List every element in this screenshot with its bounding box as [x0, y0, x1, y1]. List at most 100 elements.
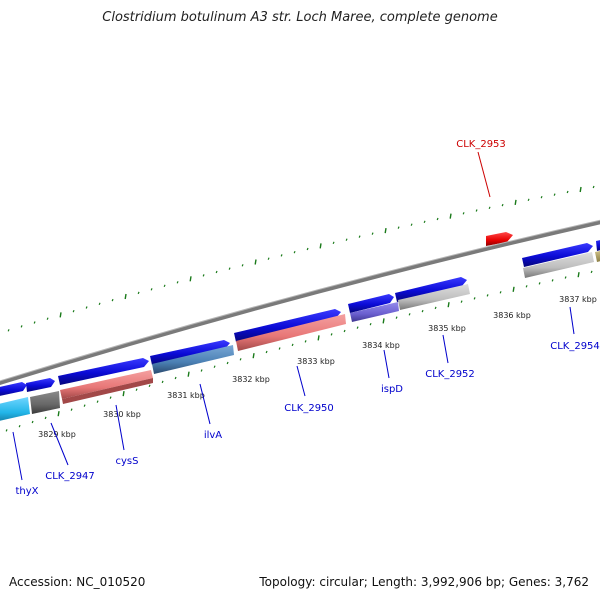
gene-label-clk-2954[interactable]: CLK_2954	[550, 341, 600, 352]
gene-arrow[interactable]	[348, 294, 394, 313]
minor-tick	[213, 365, 216, 368]
gene-block-clk-2952[interactable]	[398, 284, 470, 310]
ruler-label-3834: 3834 kbp	[362, 341, 400, 350]
reverse-strand-genes	[0, 249, 600, 423]
gene-label-ispd[interactable]: ispD	[381, 384, 403, 395]
gene-block-cyss[interactable]	[60, 370, 153, 399]
gene-block-clk-2950[interactable]	[236, 314, 346, 351]
minor-tick	[566, 190, 569, 194]
minor-tick	[85, 306, 88, 309]
minor-tick	[564, 276, 567, 279]
ruler-labels: 3829 kbp 3830 kbp 3831 kbp 3832 kbp 3833…	[38, 295, 597, 439]
minor-tick	[44, 416, 47, 420]
gene-label-clk-2952[interactable]: CLK_2952	[425, 369, 475, 380]
gene-block-next[interactable]	[595, 249, 600, 262]
gene-arrow[interactable]	[0, 382, 27, 397]
gene-label-clk-2947[interactable]: CLK_2947	[45, 471, 95, 482]
callout-line-clk-2953	[477, 151, 491, 198]
gene-arrow[interactable]	[522, 243, 593, 267]
minor-tick	[525, 285, 528, 288]
major-tick	[122, 390, 125, 397]
gene-block-cyss-shadow	[62, 378, 153, 404]
ruler-label-3836: 3836 kbp	[493, 311, 531, 320]
gene-callouts: thyX CLK_2947 cysS ilvA CLK_2950 ispD CL…	[12, 306, 600, 497]
minor-tick	[137, 291, 140, 295]
ruler-label-3835: 3835 kbp	[428, 324, 466, 333]
minor-tick	[83, 404, 86, 407]
ruler-label-3829: 3829 kbp	[38, 430, 76, 439]
minor-tick	[330, 333, 333, 336]
minor-tick	[345, 238, 348, 241]
ruler-label-3831: 3831 kbp	[167, 391, 205, 400]
major-tick	[124, 293, 127, 300]
minor-tick	[163, 284, 166, 288]
gene-arrow[interactable]	[395, 277, 467, 302]
gene-arrow[interactable]	[150, 340, 230, 365]
gene-arrow[interactable]	[486, 232, 513, 246]
minor-tick	[20, 325, 23, 328]
genome-backbone	[0, 220, 600, 386]
minor-tick	[291, 343, 294, 347]
gene-label-clk-2950[interactable]: CLK_2950	[284, 403, 334, 414]
callout-line-clk-2947	[50, 422, 69, 466]
major-tick	[254, 259, 257, 265]
major-tick	[449, 213, 452, 219]
minor-tick	[226, 361, 229, 365]
minor-tick	[473, 297, 476, 300]
minor-tick	[46, 317, 49, 320]
minor-tick	[161, 380, 164, 384]
major-tick	[382, 318, 385, 324]
minor-tick	[109, 396, 112, 399]
minor-tick	[462, 212, 465, 215]
minor-tick	[174, 376, 177, 380]
minor-tick	[202, 274, 205, 277]
gene-block-thyx[interactable]	[0, 397, 30, 423]
minor-tick	[239, 358, 242, 361]
callout-line-thyx	[12, 431, 23, 481]
minor-tick	[304, 340, 307, 343]
major-tick	[317, 335, 320, 341]
gene-clk-2953[interactable]	[486, 232, 513, 246]
gene-block-clk-2947[interactable]	[30, 391, 60, 414]
minor-tick	[592, 185, 595, 189]
callout-line-ilva	[199, 383, 211, 425]
gene-label-ilva[interactable]: ilvA	[204, 430, 222, 441]
gene-arrow[interactable]	[234, 309, 341, 342]
minor-tick	[18, 424, 21, 428]
gene-arrow[interactable]	[26, 378, 55, 392]
minor-tick	[148, 384, 151, 388]
ruler-label-3830: 3830 kbp	[103, 410, 141, 419]
minor-tick	[267, 257, 270, 260]
minor-tick	[70, 408, 73, 411]
gene-arrow[interactable]	[596, 238, 600, 251]
minor-tick	[135, 388, 138, 391]
gene-block-ispd[interactable]	[350, 302, 399, 322]
minor-tick	[538, 282, 541, 285]
major-tick	[384, 227, 387, 234]
genome-summary-text: Topology: circular; Length: 3,992,906 bp…	[259, 575, 589, 589]
minor-tick	[460, 300, 463, 303]
gene-label-clk-2953[interactable]: CLK_2953	[456, 139, 506, 150]
accession-text: Accession: NC_010520	[9, 575, 146, 589]
callout-line-cyss	[115, 404, 125, 451]
minor-tick	[551, 279, 554, 282]
gene-arrow[interactable]	[58, 358, 149, 385]
gene-label-cyss[interactable]: cysS	[116, 456, 139, 467]
minor-tick	[499, 291, 502, 294]
minor-tick	[228, 267, 231, 270]
genome-backbone-highlight	[0, 219, 600, 382]
gene-label-thyx[interactable]: thyX	[15, 486, 38, 497]
ruler-label-3837: 3837 kbp	[559, 295, 597, 304]
minor-tick	[590, 270, 593, 274]
ruler-label-3833: 3833 kbp	[297, 357, 335, 366]
minor-tick	[33, 321, 36, 324]
gene-block-ilva[interactable]	[152, 345, 234, 374]
inner-tick-track	[5, 270, 593, 432]
callout-line-clk-2950	[296, 365, 306, 397]
major-tick	[447, 302, 450, 308]
minor-tick	[280, 254, 283, 257]
minor-tick	[293, 250, 296, 254]
gene-block-clk-2954[interactable]	[523, 252, 594, 278]
outer-tick-track	[7, 185, 595, 332]
